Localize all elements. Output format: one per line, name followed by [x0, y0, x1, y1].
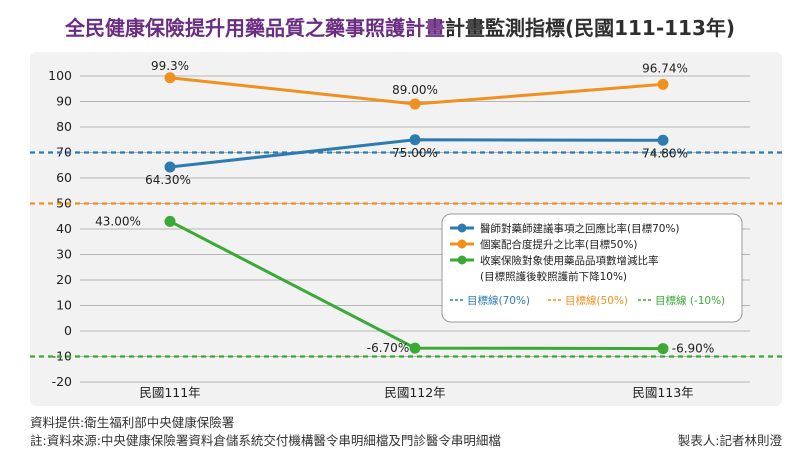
legend-box	[441, 213, 743, 323]
data-label: 99.3%	[151, 59, 189, 73]
legend-marker	[457, 239, 467, 249]
data-point	[164, 215, 176, 227]
data-point	[657, 78, 669, 90]
x-tick-label: 民國111年	[139, 385, 200, 400]
x-tick-label: 民國113年	[632, 385, 693, 400]
legend-label: 目標線(70%)	[467, 294, 530, 307]
source-note: 資料提供:衛生福利部中央健康保險署	[30, 415, 235, 430]
y-tick-label: 50	[56, 196, 72, 211]
data-label: 96.74%	[642, 61, 688, 75]
y-tick-label: 60	[56, 170, 72, 185]
y-tick-label: 90	[56, 94, 72, 109]
data-label: 64.30%	[145, 173, 191, 187]
data-source-note: 註:資料來源:中央健康保險署資料倉儲系統交付機構醫令串明細檔及門診醫令串明細檔	[30, 433, 501, 448]
y-tick-label: 10	[56, 298, 72, 313]
y-tick-label: 20	[56, 272, 72, 287]
legend-label: (目標照護後較照護前下降10%)	[480, 270, 627, 283]
data-point	[164, 161, 176, 173]
legend-label: 個案配合度提升之比率(目標50%)	[480, 238, 638, 251]
y-tick-label: 0	[64, 323, 72, 338]
y-tick-label: 80	[56, 119, 72, 134]
y-tick-label: -20	[52, 374, 72, 389]
y-tick-label: 100	[48, 68, 72, 83]
data-point	[409, 134, 421, 146]
chart-panel: -20 -10 0 10 20 30 40 50 60 70 80 90 100 民國111年 民國112年…	[30, 52, 782, 406]
y-tick-label: 70	[56, 145, 72, 160]
data-label: 75.00%	[392, 146, 438, 160]
data-label: -6.90%	[672, 342, 714, 356]
legend-label: 醫師對藥師建議事項之回應比率(目標70%)	[480, 222, 680, 235]
data-label: 89.00%	[392, 83, 438, 97]
chart-title-part1: 全民健康保險提升用藥品質之藥事照護計畫	[64, 16, 445, 40]
legend-label: 目標線(50%)	[565, 294, 628, 307]
legend-marker	[457, 223, 467, 233]
y-tick-label: 30	[56, 247, 72, 262]
x-tick-label: 民國112年	[384, 385, 445, 400]
chart-title-part2: 計畫監測指標(民國111-113年)	[444, 16, 736, 40]
legend-label: 收案保險對象使用藥品品項數增減比率	[480, 254, 659, 267]
data-point	[657, 134, 669, 146]
chart-maker: 製表人:記者林則澄	[677, 433, 782, 448]
data-point	[409, 98, 421, 110]
data-label: -6.70%	[367, 341, 409, 355]
legend-label: 目標線 (-10%)	[655, 294, 725, 307]
data-label: 43.00%	[95, 214, 141, 228]
data-point	[164, 72, 176, 84]
data-point	[409, 342, 421, 354]
data-label: 74.80%	[642, 146, 688, 160]
data-point	[657, 343, 669, 355]
chart-title: 全民健康保險提升用藥品質之藥事照護計畫計畫監測指標(民國111-113年)	[0, 12, 800, 41]
y-tick-label: 40	[56, 221, 72, 236]
legend-marker	[457, 255, 467, 265]
